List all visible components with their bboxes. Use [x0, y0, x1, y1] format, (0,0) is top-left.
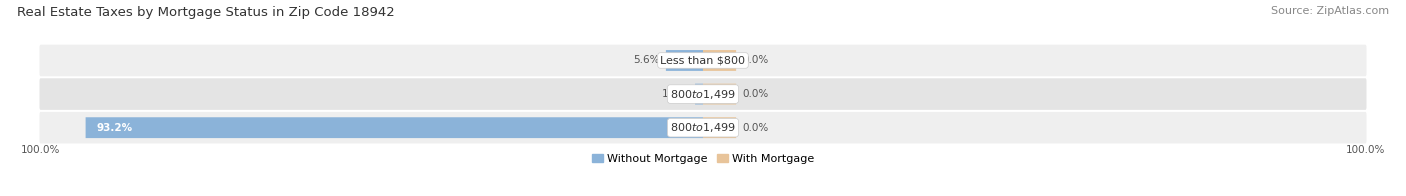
Text: Less than $800: Less than $800: [661, 55, 745, 65]
FancyBboxPatch shape: [703, 50, 737, 71]
Text: 100.0%: 100.0%: [21, 144, 60, 154]
Text: 93.2%: 93.2%: [96, 123, 132, 133]
FancyBboxPatch shape: [39, 45, 1367, 76]
Text: $800 to $1,499: $800 to $1,499: [671, 121, 735, 134]
Text: 0.0%: 0.0%: [742, 89, 769, 99]
FancyBboxPatch shape: [39, 78, 1367, 110]
Text: Source: ZipAtlas.com: Source: ZipAtlas.com: [1271, 6, 1389, 16]
Text: 0.0%: 0.0%: [742, 55, 769, 65]
Text: 0.0%: 0.0%: [742, 123, 769, 133]
FancyBboxPatch shape: [703, 84, 737, 104]
Text: $800 to $1,499: $800 to $1,499: [671, 88, 735, 101]
Text: 100.0%: 100.0%: [1346, 144, 1385, 154]
FancyBboxPatch shape: [666, 50, 703, 71]
FancyBboxPatch shape: [86, 117, 703, 138]
FancyBboxPatch shape: [703, 117, 737, 138]
FancyBboxPatch shape: [695, 84, 703, 104]
Legend: Without Mortgage, With Mortgage: Without Mortgage, With Mortgage: [588, 150, 818, 169]
FancyBboxPatch shape: [39, 112, 1367, 143]
Text: 1.2%: 1.2%: [662, 89, 689, 99]
Text: 5.6%: 5.6%: [633, 55, 659, 65]
Text: Real Estate Taxes by Mortgage Status in Zip Code 18942: Real Estate Taxes by Mortgage Status in …: [17, 6, 395, 19]
